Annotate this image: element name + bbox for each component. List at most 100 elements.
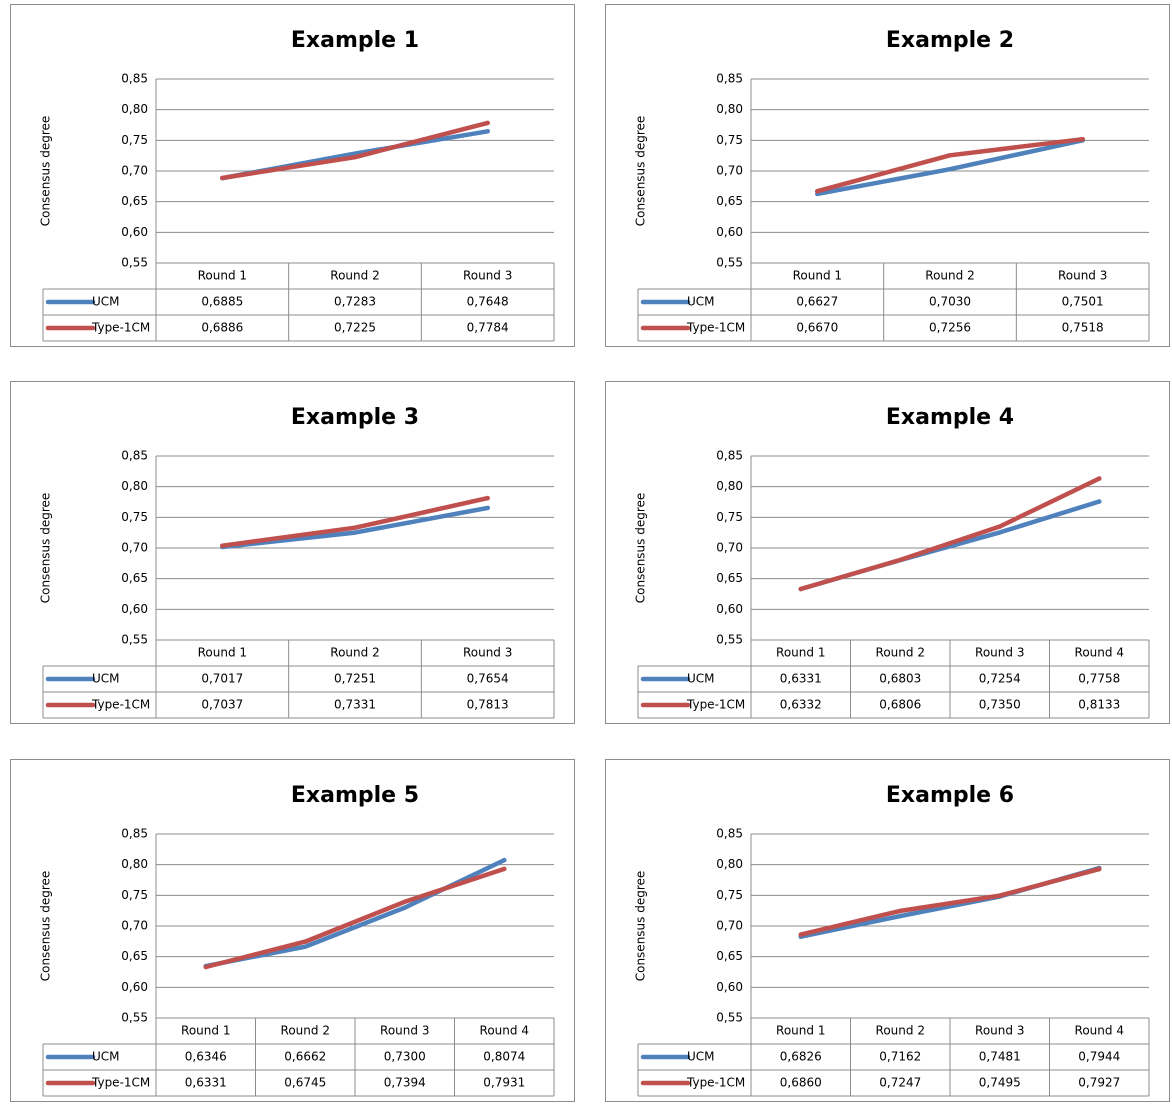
category-label: Round 1 xyxy=(776,1024,825,1038)
y-tick-label: 0,80 xyxy=(121,102,148,116)
data-label: 0,7300 xyxy=(384,1050,426,1064)
legend-label-type-1cm: Type-1CM xyxy=(686,698,745,712)
chart-svg: Example 5 Consensus degree 0,55 0,60 0,65 0,7… xyxy=(10,759,575,1102)
chart-title: Example 6 xyxy=(886,783,1014,808)
y-tick-label: 0,60 xyxy=(121,225,148,239)
data-label: 0,7654 xyxy=(467,672,509,686)
data-label: 0,7501 xyxy=(1062,295,1104,309)
data-label: 0,7331 xyxy=(334,698,376,712)
legend-label-type-1cm: Type-1CM xyxy=(91,698,150,712)
data-label: 0,7394 xyxy=(384,1076,426,1090)
data-label: 0,7784 xyxy=(467,321,509,335)
data-label: 0,7648 xyxy=(467,295,509,309)
y-tick-label: 0,80 xyxy=(716,857,743,871)
legend-label-ucm: UCM xyxy=(92,672,120,686)
y-axis-label: Consensus degree xyxy=(634,871,648,982)
y-tick-label: 0,70 xyxy=(716,541,743,555)
series-line-type-1cm xyxy=(203,866,507,970)
category-label: Round 3 xyxy=(975,646,1024,660)
chart-example-4: Example 4 Consensus degree 0,55 0,60 0,65 0,7… xyxy=(605,381,1170,724)
data-point-type-1cm xyxy=(947,153,953,158)
data-label: 0,7037 xyxy=(201,698,243,712)
y-axis-label: Consensus degree xyxy=(634,493,648,604)
y-tick-label: 0,60 xyxy=(716,225,743,239)
y-tick-label: 0,85 xyxy=(716,449,743,463)
y-tick-label: 0,75 xyxy=(716,133,743,147)
legend-label-ucm: UCM xyxy=(687,295,715,309)
data-label: 0,7017 xyxy=(201,672,243,686)
legend-label-ucm: UCM xyxy=(92,295,120,309)
data-point-type-1cm xyxy=(203,964,208,970)
data-point-type-1cm xyxy=(352,525,358,530)
data-point-ucm xyxy=(485,505,490,511)
category-label: Round 3 xyxy=(1058,269,1107,283)
data-point-type-1cm xyxy=(997,524,1002,529)
y-tick-label: 0,75 xyxy=(121,510,148,524)
data-label: 0,6826 xyxy=(780,1050,822,1064)
data-label: 0,7495 xyxy=(979,1076,1021,1090)
data-label: 0,7518 xyxy=(1062,321,1104,335)
data-label: 0,7247 xyxy=(879,1076,921,1090)
y-tick-label: 0,65 xyxy=(716,949,743,963)
legend-label-ucm: UCM xyxy=(687,672,715,686)
legend-label-ucm: UCM xyxy=(687,1050,715,1064)
chart-example-3: Example 3 Consensus degree 0,55 0,60 0,65 0,7… xyxy=(10,381,575,724)
data-point-type-1cm xyxy=(1097,476,1102,481)
y-tick-label: 0,85 xyxy=(716,72,743,86)
data-label: 0,6331 xyxy=(780,672,822,686)
category-label: Round 2 xyxy=(330,269,379,283)
data-label: 0,6803 xyxy=(879,672,921,686)
y-tick-label: 0,60 xyxy=(121,980,148,994)
data-point-ucm xyxy=(402,905,407,910)
data-point-type-1cm xyxy=(1097,866,1102,872)
chart-example-6: Example 6 Consensus degree 0,55 0,60 0,65 0,7… xyxy=(605,759,1170,1102)
data-label: 0,7758 xyxy=(1078,672,1120,686)
data-label: 0,7944 xyxy=(1078,1050,1120,1064)
data-label: 0,6860 xyxy=(780,1076,822,1090)
data-label: 0,6806 xyxy=(879,698,921,712)
data-point-ucm xyxy=(1097,499,1102,504)
data-point-type-1cm xyxy=(352,155,358,160)
data-point-type-1cm xyxy=(485,120,490,126)
data-label: 0,7251 xyxy=(334,672,376,686)
data-point-type-1cm xyxy=(798,932,803,937)
category-label: Round 1 xyxy=(793,269,842,283)
y-tick-label: 0,85 xyxy=(716,827,743,841)
data-label: 0,8074 xyxy=(483,1050,525,1064)
y-tick-label: 0,85 xyxy=(121,827,148,841)
y-tick-label: 0,85 xyxy=(121,72,148,86)
y-tick-label: 0,80 xyxy=(716,102,743,116)
data-point-ucm xyxy=(997,530,1002,535)
y-tick-label: 0,65 xyxy=(121,571,148,585)
data-point-type-1cm xyxy=(798,586,803,592)
y-tick-label: 0,75 xyxy=(121,133,148,147)
data-label: 0,7927 xyxy=(1078,1076,1120,1090)
data-label: 0,7225 xyxy=(334,321,376,335)
y-axis-label: Consensus degree xyxy=(39,493,53,604)
data-label: 0,6670 xyxy=(796,321,838,335)
data-point-type-1cm xyxy=(815,189,820,194)
category-label: Round 3 xyxy=(463,646,512,660)
legend-label-type-1cm: Type-1CM xyxy=(91,321,150,335)
chart-title: Example 4 xyxy=(886,405,1014,430)
category-label: Round 1 xyxy=(198,269,247,283)
chart-example-2: Example 2 Consensus degree 0,55 0,60 0,65 0,7… xyxy=(605,4,1170,347)
data-label: 0,6331 xyxy=(185,1076,227,1090)
data-point-ucm xyxy=(502,857,507,863)
category-label: Round 2 xyxy=(876,646,925,660)
data-point-type-1cm xyxy=(402,899,407,905)
chart-title: Example 2 xyxy=(886,28,1014,53)
data-point-type-1cm xyxy=(997,893,1002,898)
y-axis-label: Consensus degree xyxy=(39,116,53,227)
data-label: 0,7256 xyxy=(929,321,971,335)
legend-label-type-1cm: Type-1CM xyxy=(686,321,745,335)
y-tick-label: 0,60 xyxy=(716,602,743,616)
data-point-type-1cm xyxy=(502,866,507,872)
y-tick-label: 0,70 xyxy=(716,919,743,933)
data-point-type-1cm xyxy=(898,908,903,914)
y-axis-label: Consensus degree xyxy=(634,116,648,227)
data-point-ucm xyxy=(303,944,308,949)
category-label: Round 1 xyxy=(198,646,247,660)
data-label: 0,7931 xyxy=(483,1076,525,1090)
chart-svg: Example 3 Consensus degree 0,55 0,60 0,65 0,7… xyxy=(10,381,575,724)
